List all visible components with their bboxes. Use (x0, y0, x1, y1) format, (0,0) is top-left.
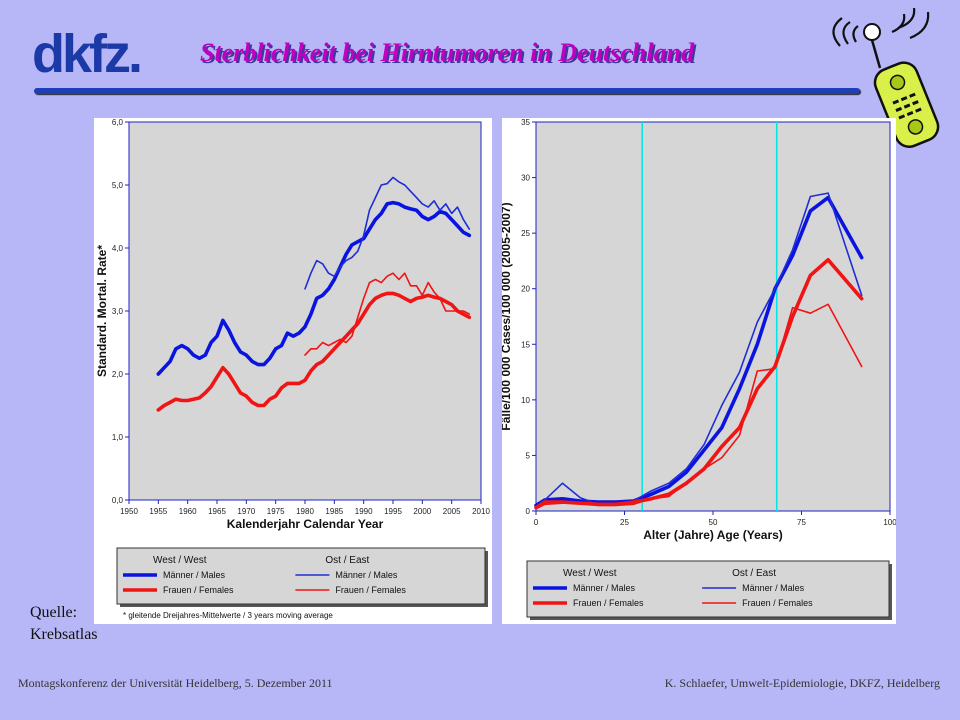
y-tick-label: 6,0 (112, 118, 124, 127)
series-line-west-female (156, 291, 472, 412)
x-tick-label: 2000 (413, 507, 431, 516)
x-tick-label: 100 (883, 518, 896, 527)
source-note: Quelle: Krebsatlas (30, 602, 98, 646)
x-tick-label: 75 (797, 518, 806, 527)
y-tick-label: 15 (521, 340, 530, 349)
legend-box (116, 547, 486, 605)
y-tick-label: 30 (521, 174, 530, 183)
y-tick-label: 4,0 (112, 244, 124, 253)
chart-cases-by-age: 0 5 10 15 20 25 30 35 0 25 50 75 100 Alter (Jahre) Ag… (502, 118, 896, 620)
y-tick-label: 0 (526, 507, 531, 516)
legend-box (526, 560, 890, 618)
x-tick-label: 2010 (472, 507, 490, 516)
series-line-ost-male (535, 192, 863, 508)
source-label: Quelle: (30, 604, 78, 621)
legend-footnote: * gleitende Dreijahres-Mittelwerte / 3 y… (123, 611, 333, 620)
legend-label-ost-female: Frauen / Females (335, 585, 406, 595)
legend-label-ost-male: Männer / Males (335, 570, 398, 580)
x-tick-label: 1980 (296, 507, 314, 516)
y-tick-label: 0,0 (112, 496, 124, 505)
y-tick-label: 5,0 (112, 181, 124, 190)
legend-label-ost-female: Frauen / Females (742, 598, 813, 608)
x-tick-label: 2005 (443, 507, 461, 516)
footer-right: K. Schlaefer, Umwelt-Epidemiologie, DKFZ… (664, 676, 940, 690)
y-axis-label: Standard. Mortal. Rate* (95, 245, 109, 377)
y-tick-label: 2,0 (112, 370, 124, 379)
x-tick-label: 1985 (325, 507, 343, 516)
x-tick-label: 1960 (179, 507, 197, 516)
x-tick-label: 1995 (384, 507, 402, 516)
legend-group-ost: Ost / East (732, 568, 776, 579)
title-rule (34, 88, 860, 94)
plot-area (128, 121, 482, 501)
chart-cases-panel: 0 5 10 15 20 25 30 35 0 25 50 75 100 Alter (Jahre) Ag… (502, 118, 896, 624)
chart-mortality-by-year: 0,0 1,0 2,0 3,0 4,0 5,0 6,0 1950 1955 1960 1965 197… (95, 118, 490, 620)
x-tick-label: 1970 (237, 507, 255, 516)
x-tick-label: 1990 (355, 507, 373, 516)
x-tick-label: 1950 (120, 507, 138, 516)
series-line-ost-female (304, 272, 471, 356)
chart-mortality-panel: 0,0 1,0 2,0 3,0 4,0 5,0 6,0 1950 1955 1960 1965 197… (94, 118, 492, 624)
x-tick-label: 50 (709, 518, 718, 527)
series-line-west-male (156, 200, 472, 376)
legend-label-west-male: Männer / Males (163, 570, 226, 580)
legend-label-west-female: Frauen / Females (163, 585, 234, 595)
y-tick-label: 25 (521, 229, 530, 238)
x-tick-label: 1975 (267, 507, 285, 516)
x-tick-label: 0 (534, 518, 539, 527)
x-tick-label: 1965 (208, 507, 226, 516)
y-tick-label: 20 (521, 285, 530, 294)
series-line-west-male (534, 195, 864, 508)
x-tick-label: 1955 (149, 507, 167, 516)
phone-clipart-icon (832, 8, 940, 148)
footer-left: Montagskonferenz der Universität Heidelb… (18, 676, 333, 690)
y-axis-label: Fälle/100 000 Cases/100 000 (2005-2007) (502, 202, 513, 430)
legend-label-west-female: Frauen / Females (573, 598, 644, 608)
series-line-ost-male (304, 176, 471, 290)
legend-group-west: West / West (153, 555, 207, 566)
y-tick-label: 35 (521, 118, 530, 127)
x-tick-label: 25 (620, 518, 629, 527)
slide-title: Sterblichkeit bei Hirntumoren in Deutsch… (200, 38, 695, 67)
y-tick-label: 10 (521, 396, 530, 405)
legend-group-ost: Ost / East (325, 555, 369, 566)
y-tick-label: 5 (526, 451, 531, 460)
legend-group-west: West / West (563, 568, 617, 579)
legend-label-ost-male: Männer / Males (742, 583, 805, 593)
logo-text: dkfz. (32, 26, 140, 78)
series-line-ost-female (535, 303, 863, 510)
x-axis-label: Alter (Jahre) Age (Years) (643, 528, 783, 542)
legend-label-west-male: Männer / Males (573, 583, 636, 593)
y-tick-label: 3,0 (112, 307, 124, 316)
y-tick-label: 1,0 (112, 433, 124, 442)
x-axis-label: Kalenderjahr Calendar Year (227, 517, 384, 531)
plot-area (535, 121, 891, 512)
dkfz-logo: dkfz. (32, 26, 143, 78)
source-name: Krebsatlas (30, 626, 98, 643)
